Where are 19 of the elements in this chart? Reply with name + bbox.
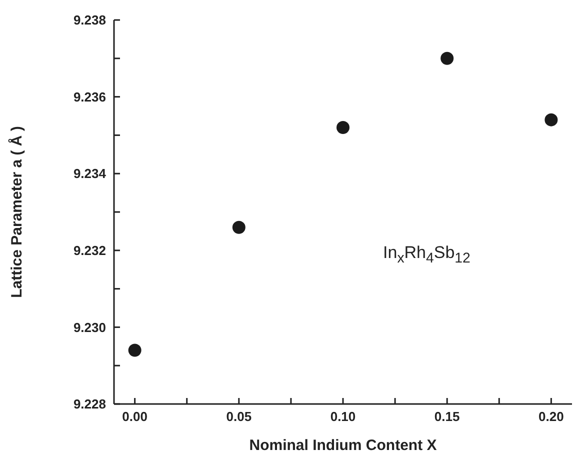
x-axis-title: Nominal Indium Content X [249, 437, 437, 454]
x-tick-label: 0.10 [330, 409, 356, 424]
y-tick-label: 9.234 [73, 166, 107, 182]
y-tick-label: 9.230 [73, 320, 106, 335]
point [232, 220, 246, 234]
annotation: In$_{x}$Rh$_{4}$Sb$_{12}$ [383, 243, 470, 266]
y-axis-title: Lattice Parameter a ( Å ) [7, 126, 26, 298]
y-tick-label: 9.238 [73, 12, 106, 28]
y-tick-label: 9.232 [73, 243, 106, 258]
point [440, 52, 454, 65]
x-tick-label: 0.05 [226, 409, 252, 424]
x-tick-label: 0.00 [122, 409, 148, 424]
point [336, 121, 350, 134]
point [128, 344, 142, 357]
point [544, 113, 558, 126]
y-tick-label: 9.236 [73, 89, 106, 104]
x-tick-label: 0.20 [538, 409, 564, 424]
y-tick-label: 9.228 [73, 396, 106, 412]
x-tick-label: 0.15 [434, 409, 460, 424]
